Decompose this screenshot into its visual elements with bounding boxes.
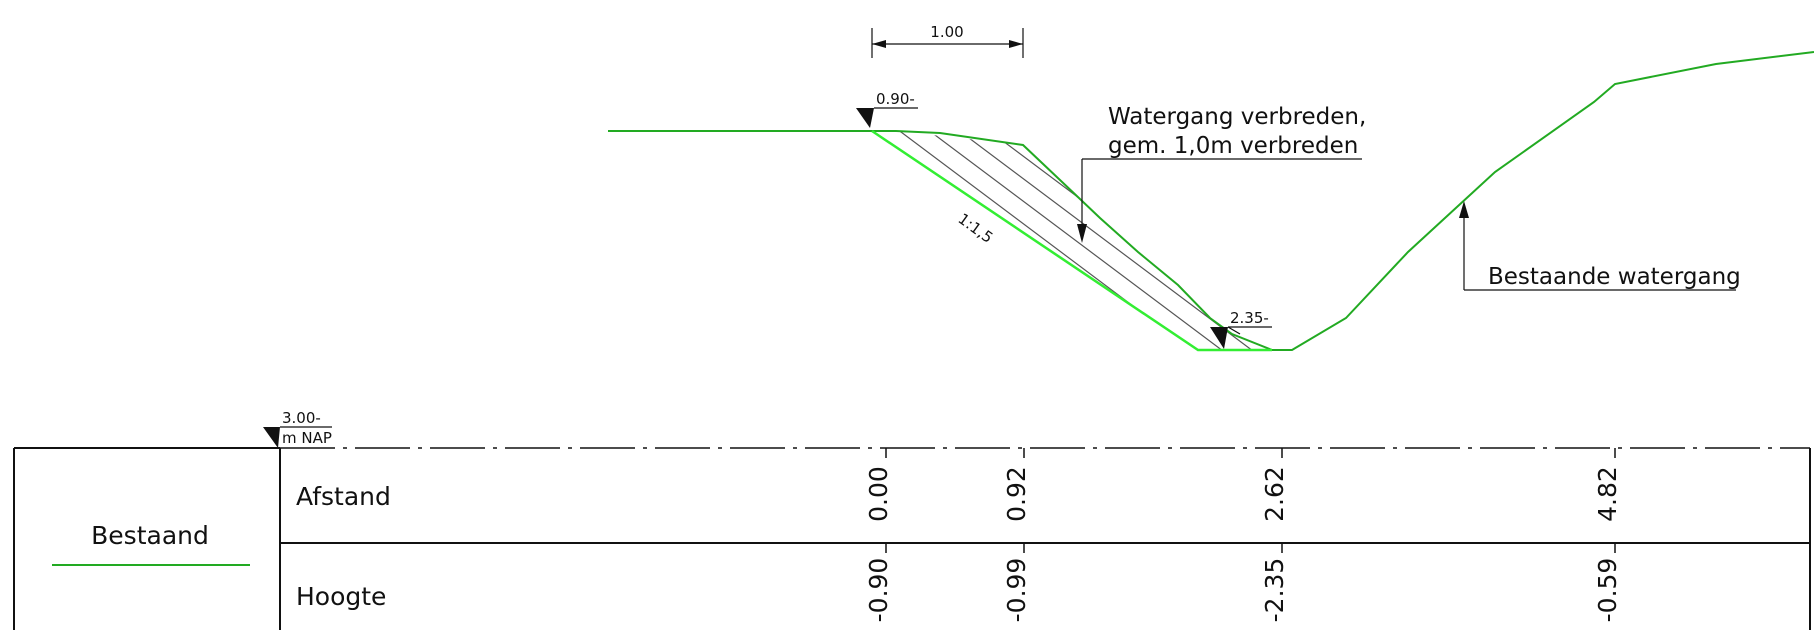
new-profile-line (871, 129, 1272, 352)
annotation-widening-line1: Watergang verbreden, (1108, 104, 1366, 130)
level-marker-top: 0.90- (856, 90, 918, 128)
dimension-label: 1.00 (930, 23, 963, 41)
legend-label: Bestaand (91, 521, 209, 550)
afstand-value: 4.82 (1593, 466, 1622, 522)
table-ticks (885, 448, 1616, 553)
level-bottom-label: 2.35- (1230, 309, 1269, 327)
reference-level-unit: m NAP (282, 429, 332, 447)
hoogte-value: -0.90 (864, 558, 893, 623)
annotation-widening: Watergang verbreden, gem. 1,0m verbreden (1077, 104, 1366, 243)
annotation-widening-line2: gem. 1,0m verbreden (1108, 133, 1358, 159)
level-top-label: 0.90- (876, 90, 915, 108)
hoogte-value: -2.35 (1260, 558, 1289, 623)
afstand-value: 0.00 (864, 466, 893, 522)
table-row-hoogte-label: Hoogte (296, 582, 386, 611)
afstand-value: 0.92 (1002, 466, 1031, 522)
dimension-line: 1.00 (871, 23, 1024, 58)
profile-table: Afstand Hoogte Bestaand 0.00 0.92 2.62 4… (13, 447, 1811, 630)
annotation-existing-label: Bestaande watergang (1488, 264, 1741, 290)
hoogte-value: -0.99 (1002, 558, 1031, 623)
annotation-existing: Bestaande watergang (1459, 201, 1741, 291)
existing-profile-line (608, 51, 1814, 351)
level-marker-bottom: 2.35- (1210, 309, 1272, 349)
slope-label: 1:1,5 (955, 210, 997, 247)
reference-level-marker: 3.00- m NAP (263, 409, 332, 448)
table-row-afstand-label: Afstand (296, 482, 391, 511)
hoogte-value: -0.59 (1593, 558, 1622, 623)
afstand-value: 2.62 (1260, 466, 1289, 522)
reference-level-value: 3.00- (282, 409, 321, 427)
